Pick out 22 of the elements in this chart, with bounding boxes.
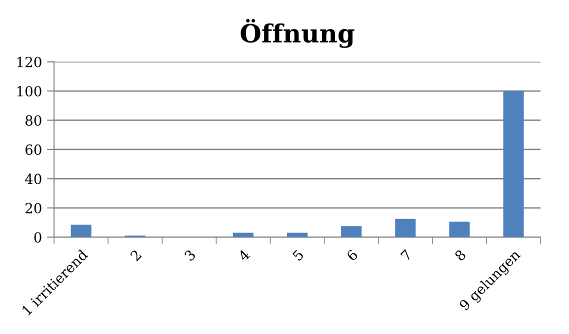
y-tick-label: 20: [26, 202, 42, 214]
y-tick-label: 80: [26, 115, 42, 126]
bar: [449, 222, 470, 238]
y-tick-label: 100: [17, 86, 42, 96]
bar: [341, 226, 362, 238]
bar: [70, 224, 92, 238]
x-tick-label: 8: [454, 249, 466, 262]
y-tick-label: 120: [17, 56, 42, 68]
x-tick-label: 3: [184, 249, 196, 262]
bar: [287, 232, 308, 238]
y-tick-label: 60: [26, 144, 42, 155]
x-tick-label: 7: [400, 249, 412, 262]
x-tick-label: 6: [346, 249, 358, 262]
y-tick-label: 0: [34, 232, 42, 243]
bar: [395, 218, 416, 238]
x-tick-label: 4: [237, 248, 250, 262]
chart-title: Öffnung: [240, 18, 354, 48]
x-tick-label: 5: [292, 249, 304, 262]
bar: [503, 91, 524, 238]
x-tick-label: 2: [130, 249, 142, 262]
bar: [232, 232, 254, 238]
y-tick-label: 40: [25, 174, 42, 184]
